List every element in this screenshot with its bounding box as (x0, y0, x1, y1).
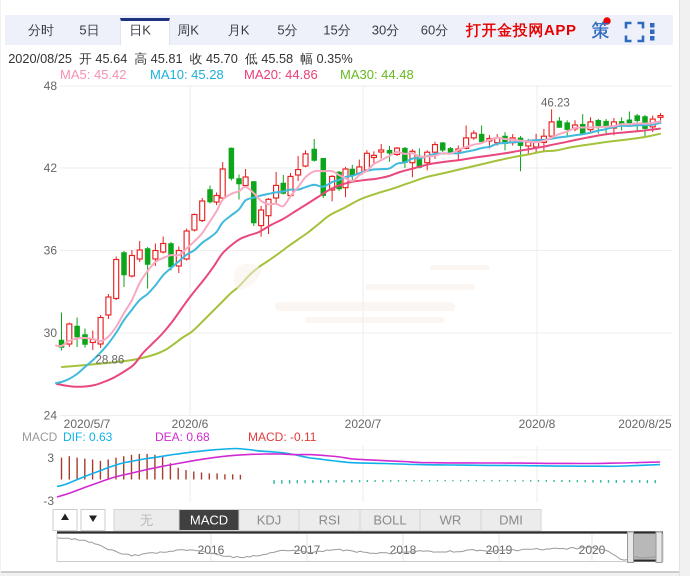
svg-text:MACD: -0.11: MACD: -0.11 (248, 430, 317, 444)
svg-text:42: 42 (44, 161, 58, 175)
svg-text:24: 24 (44, 409, 58, 423)
svg-text:-3: -3 (43, 494, 54, 508)
svg-text:WR: WR (440, 513, 462, 528)
svg-text:2020: 2020 (579, 543, 606, 557)
svg-text:60: 60 (421, 23, 435, 38)
svg-text:DEA: 0.68: DEA: 0.68 (155, 430, 210, 444)
svg-text:2016: 2016 (198, 543, 225, 557)
svg-text:MACD: MACD (22, 430, 58, 444)
svg-text:APP: APP (544, 22, 577, 39)
svg-text:3: 3 (47, 451, 54, 465)
svg-text:5: 5 (277, 23, 284, 38)
svg-text:2020/8: 2020/8 (519, 417, 556, 431)
svg-text:48: 48 (44, 79, 58, 93)
svg-text:MACD: MACD (190, 513, 228, 528)
svg-text:KDJ: KDJ (257, 513, 282, 528)
svg-text:45.70: 45.70 (206, 51, 238, 66)
svg-text:DMI: DMI (499, 513, 523, 528)
svg-text:2020/08/25: 2020/08/25 (8, 51, 72, 66)
svg-text:0.35%: 0.35% (317, 51, 353, 66)
svg-text:28.86: 28.86 (96, 355, 125, 367)
svg-text:15: 15 (323, 23, 337, 38)
svg-text:DIF: 0.63: DIF: 0.63 (63, 430, 113, 444)
svg-text:2020/7: 2020/7 (345, 417, 382, 431)
svg-text:30: 30 (372, 23, 386, 38)
svg-text:2020/8/25: 2020/8/25 (618, 417, 672, 431)
svg-text:K: K (142, 23, 151, 38)
svg-text:36: 36 (44, 244, 58, 258)
svg-text:2017: 2017 (294, 543, 321, 557)
svg-text:46.23: 46.23 (541, 98, 570, 110)
svg-text:K: K (241, 23, 250, 38)
svg-text:2020/5/7: 2020/5/7 (64, 417, 111, 431)
svg-text:45.81: 45.81 (151, 51, 183, 66)
svg-text:K: K (190, 23, 199, 38)
svg-text:2020/6: 2020/6 (172, 417, 209, 431)
svg-text:45.58: 45.58 (261, 51, 293, 66)
svg-text:45.64: 45.64 (95, 51, 127, 66)
svg-text:30: 30 (44, 326, 58, 340)
svg-text:2018: 2018 (390, 543, 417, 557)
svg-text:RSI: RSI (319, 513, 341, 528)
svg-text:5: 5 (79, 23, 86, 38)
svg-text:BOLL: BOLL (373, 513, 406, 528)
